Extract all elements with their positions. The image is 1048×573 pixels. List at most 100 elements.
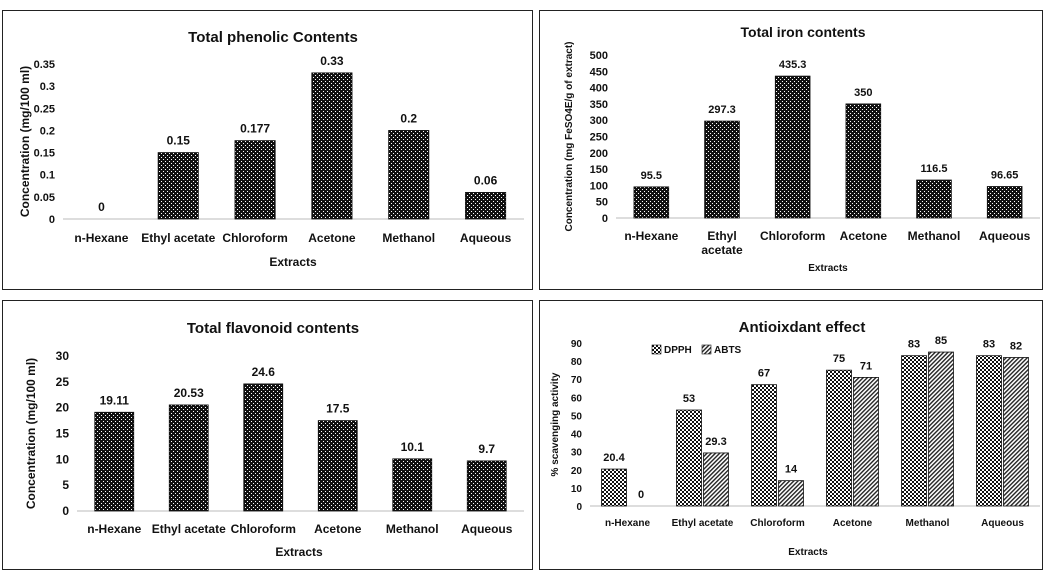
bar-acetone [845, 103, 882, 219]
y-tick-label: 5 [62, 478, 69, 492]
x-tick-label-aqueous: Aqueous [461, 522, 513, 536]
y-tick-label: 0.3 [40, 81, 55, 93]
y-tick-label: 60 [571, 393, 583, 404]
bar-ethyl-acetate [157, 152, 199, 220]
y-tick-label: 0.2 [40, 125, 55, 137]
data-label-aqueous: 9.7 [478, 442, 495, 456]
y-tick-label: 0.35 [34, 59, 55, 71]
y-tick-label: 100 [590, 180, 608, 192]
x-tick-label-aqueous: Aqueous [460, 231, 512, 245]
bar-abts-chloroform [778, 480, 804, 507]
x-tick-label-acetone: Acetone [314, 522, 362, 536]
data-label-acetone: 350 [854, 87, 872, 99]
x-tick-label-n-hexane: n-Hexane [605, 518, 650, 529]
legend-item-abts: ABTS [701, 344, 742, 356]
x-tick-label-ethyl-acetate: Ethyl acetate [152, 522, 226, 536]
x-tick-label-chloroform: Chloroform [760, 229, 825, 243]
bar-aqueous [466, 460, 507, 512]
y-tick-label: 50 [571, 411, 583, 422]
x-tick-label-methanol: Methanol [906, 518, 950, 529]
y-tick-label: 40 [571, 430, 583, 441]
x-tick-label-chloroform: Chloroform [750, 518, 805, 529]
y-tick-label: 90 [571, 339, 583, 350]
x-tick-label-n-hexane: n-Hexane [624, 229, 678, 243]
y-axis-label: Concentration (mg/100 ml) [24, 358, 38, 509]
y-axis-label: Concentration (mg/100 ml) [18, 66, 32, 217]
x-tick-label-methanol: Methanol [386, 522, 439, 536]
data-label-dpph-aqueous: 83 [983, 339, 995, 351]
bar-dpph-chloroform [751, 384, 777, 507]
bar-abts-acetone [853, 377, 879, 507]
y-axis-label: % scavenging activity [550, 372, 561, 476]
bar-chloroform [243, 383, 284, 512]
y-tick-label: 250 [590, 132, 608, 144]
y-tick-label: 0.15 [34, 148, 55, 160]
bar-aqueous [986, 186, 1023, 219]
y-tick-label: 0.25 [34, 103, 55, 115]
data-label-chloroform: 24.6 [252, 365, 276, 379]
data-label-aqueous: 96.65 [991, 169, 1019, 181]
y-tick-label: 0 [62, 504, 69, 518]
bar-aqueous [465, 192, 507, 220]
data-label-ethyl-acetate: 20.53 [174, 386, 204, 400]
bar-ethyl-acetate [168, 404, 209, 512]
chart-title: Antioixdant effect [739, 319, 866, 336]
data-label-chloroform: 435.3 [779, 59, 807, 71]
bar-n-hexane [633, 186, 670, 219]
y-tick-label: 450 [590, 66, 608, 78]
bar-abts-aqueous [1003, 357, 1029, 507]
bar-dpph-acetone [826, 369, 852, 507]
bar-methanol [388, 130, 430, 220]
x-axis-label: Extracts [269, 255, 317, 269]
bar-methanol [916, 179, 952, 219]
y-tick-label: 10 [56, 452, 70, 466]
x-tick-label-aqueous: Aqueous [979, 229, 1031, 243]
x-tick-label-ethyl-acetate: Ethyl acetate [672, 518, 734, 529]
x-axis-label: Extracts [808, 263, 848, 274]
x-tick-label-methanol: Methanol [908, 229, 961, 243]
antioxidant-chart-panel: Antioixdant effect 0 10 20 30 40 50 60 70 80 90 % s… [539, 300, 1043, 570]
data-label-dpph-acetone: 75 [833, 353, 845, 365]
x-tick-label-acetone: Acetone [308, 231, 356, 245]
bar-dpph-methanol [901, 355, 927, 507]
y-tick-label: 20 [571, 466, 583, 477]
data-label-n-hexane: 95.5 [641, 170, 662, 182]
x-tick-label-acetone: Acetone [840, 229, 888, 243]
data-label-n-hexane: 19.11 [100, 393, 130, 407]
y-tick-label: 150 [590, 164, 608, 176]
y-tick-label: 50 [596, 197, 608, 209]
bar-ethyl-acetate [704, 120, 740, 219]
data-label-abts-aqueous: 82 [1010, 340, 1022, 352]
data-label-ethyl-acetate: 297.3 [708, 104, 736, 116]
y-axis-label: Concentration (mg FeSO4E/g of extract) [564, 41, 575, 231]
x-tick-label-ethyl-acetate: Ethyl acetate [141, 231, 215, 245]
data-label-methanol: 0.2 [400, 111, 417, 125]
data-label-abts-chloroform: 14 [785, 464, 798, 476]
y-tick-label: 30 [571, 448, 583, 459]
phenolic-chart-panel: Total phenolic Contents 0 0.05 0.1 0.15 0.2 0.… [2, 10, 533, 290]
iron-chart-panel: Total iron contents 0 50 100 150 200 250 300 350… [539, 10, 1043, 290]
bar-abts-ethyl-acetate [703, 452, 729, 507]
y-tick-label: 0.1 [40, 170, 55, 182]
y-tick-label: 350 [590, 99, 608, 111]
data-label-acetone: 0.33 [320, 54, 344, 68]
y-tick-label: 0 [49, 214, 55, 226]
antioxidant-bar-chart: Antioixdant effect 0 10 20 30 40 50 60 70 80 90 % s… [550, 319, 1040, 558]
flavonoid-bar-chart: Total flavonoid contents 0 5 10 15 20 25 30 Conc… [24, 320, 524, 559]
legend-swatch-dpph [651, 344, 662, 355]
data-label-acetone: 17.5 [326, 402, 350, 416]
data-label-n-hexane: 0 [98, 200, 105, 214]
y-tick-label: 0 [576, 502, 582, 513]
data-label-methanol: 116.5 [921, 163, 948, 175]
flavonoid-chart-panel: Total flavonoid contents 0 5 10 15 20 25 30 Conc… [2, 300, 533, 570]
data-label-abts-methanol: 85 [935, 335, 947, 347]
legend-swatch-abts [701, 344, 712, 355]
bar-dpph-aqueous [976, 355, 1002, 507]
legend-label-dpph: DPPH [664, 345, 692, 356]
y-tick-label: 500 [590, 50, 608, 62]
x-tick-label-chloroform: Chloroform [222, 231, 287, 245]
y-tick-label: 0 [602, 213, 608, 225]
x-tick-label-acetone: Acetone [833, 518, 873, 529]
x-tick-label-methanol: Methanol [382, 231, 435, 245]
y-tick-label: 10 [571, 484, 583, 495]
